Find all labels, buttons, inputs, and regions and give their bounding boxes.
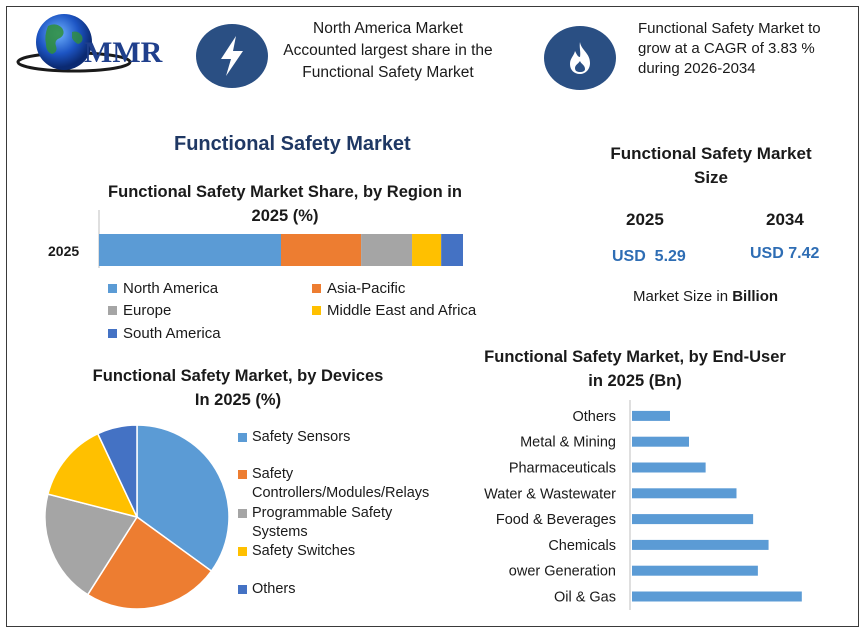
devices-legend: Safety Sensors Safety Controllers/Module…: [238, 428, 458, 608]
pie-slice-safety-switches: [46, 432, 139, 519]
pie-legend-safety-switches-line-1: Safety Switches: [252, 543, 356, 559]
end-user-chart-title-line-2: in 2025 (Bn): [588, 372, 682, 390]
legend-middle-east-africa: Middle East and Africa: [312, 302, 476, 319]
pie-legend-safety-sensors-line-1: Safety Sensors: [252, 429, 351, 445]
globe-icon: [16, 14, 132, 73]
pie-slice-safety-controllers-modules-relays: [86, 515, 213, 610]
year-2025-label: 2025: [626, 210, 664, 229]
end-user-label-others: Others: [572, 409, 616, 425]
unit-bold: Billion: [732, 288, 779, 305]
pie-legend-programmable-safety-line-2: Systems: [252, 524, 308, 540]
pie-legend-others: Others: [238, 580, 296, 599]
end-user-label-food-beverages: Food & Beverages: [496, 512, 616, 528]
callout-left-line-3: Functional Safety Market: [302, 64, 474, 81]
legend-swatch-north-america: [108, 284, 117, 293]
legend-swatch-south-america: [108, 329, 117, 338]
region-bar-asia-pacific: [281, 234, 362, 266]
region-bar-europe: [361, 234, 413, 266]
market-size-title: Functional Safety Market Size: [580, 142, 842, 190]
mmr-logo: MMR: [16, 12, 186, 80]
pie-swatch-safety-switches: [238, 547, 247, 556]
market-size-2034-value: USD 7.42: [750, 245, 820, 262]
end-user-bar-ower-generation: [632, 565, 758, 576]
callout-cagr: Functional Safety Market to grow at a CA…: [638, 19, 848, 79]
page-title: Functional Safety Market: [174, 133, 411, 155]
region-bar-chart: 2025: [48, 210, 463, 268]
market-size-title-line-2: Size: [693, 168, 729, 187]
pie-swatch-safety-controllers: [238, 470, 247, 479]
pie-swatch-safety-sensors: [238, 433, 247, 442]
devices-chart-title-line-1: Functional Safety Market, by Devices: [92, 367, 384, 385]
end-user-bar-metal-mining: [632, 436, 689, 447]
devices-pie-chart: [44, 424, 230, 610]
callout-right-line-3: during 2026-2034: [638, 60, 756, 77]
pie-legend-programmable-safety-line-1: Programmable Safety: [252, 505, 393, 521]
pie-legend-safety-controllers: Safety Controllers/Modules/Relays: [238, 465, 429, 503]
pie-legend-safety-sensors: Safety Sensors: [238, 428, 350, 447]
market-size-title-line-1: Functional Safety Market: [610, 144, 812, 163]
devices-chart-title-line-2: In 2025 (%): [194, 391, 282, 409]
pie-legend-programmable-safety: Programmable Safety Systems: [238, 504, 392, 542]
legend-swatch-asia-pacific: [312, 284, 321, 293]
callout-left-line-1: North America Market: [313, 20, 463, 37]
devices-chart-title: Functional Safety Market, by Devices In …: [60, 364, 416, 412]
legend-swatch-europe: [108, 306, 117, 315]
pie-legend-safety-controllers-line-2: Controllers/Modules/Relays: [252, 485, 430, 501]
callout-north-america: North America Market Accounted largest s…: [268, 18, 508, 84]
end-user-chart-title: Functional Safety Market, by End-User in…: [460, 345, 810, 393]
end-user-bar-pharmaceuticals: [632, 462, 706, 473]
legend-swatch-middle-east-africa: [312, 306, 321, 315]
end-user-label-water-wastewater: Water & Wastewater: [484, 486, 616, 502]
legend-label-south-america: South America: [123, 325, 221, 342]
legend-asia-pacific: Asia-Pacific: [312, 280, 405, 297]
year-2034-label: 2034: [766, 210, 804, 229]
lightning-bolt-icon: [196, 24, 268, 88]
end-user-bar-food-beverages: [632, 514, 754, 525]
end-user-bar-chart: Others Metal & Mining Pharmaceuticals Water…: [484, 400, 802, 610]
logo-text: MMR: [84, 36, 163, 69]
end-user-label-oil-gas: Oil & Gas: [554, 590, 616, 606]
end-user-label-pharmaceuticals: Pharmaceuticals: [509, 461, 616, 477]
region-bar-south-america: [441, 234, 463, 266]
pie-swatch-others: [238, 585, 247, 594]
end-user-label-ower-generation: ower Generation: [509, 564, 616, 580]
pie-legend-others-line-1: Others: [252, 581, 296, 597]
callout-right-line-1: Functional Safety Market to: [638, 20, 821, 37]
market-size-2025-value: USD 5.29: [612, 248, 686, 265]
legend-europe: Europe: [108, 302, 171, 319]
pie-slice-programmable-safety-systems: [44, 493, 139, 596]
page-frame: [6, 6, 859, 627]
legend-label-europe: Europe: [123, 302, 172, 319]
end-user-bar-chemicals: [632, 539, 769, 550]
end-user-label-chemicals: Chemicals: [548, 538, 616, 554]
legend-north-america: North America: [108, 280, 218, 297]
callout-left-line-2: Accounted largest share in the: [283, 42, 493, 59]
flame-icon: [544, 26, 616, 90]
legend-label-asia-pacific: Asia-Pacific: [327, 280, 406, 297]
region-bar-middle-east-and-africa: [412, 234, 442, 266]
region-chart-title-line-1: Functional Safety Market Share, by Regio…: [108, 183, 462, 201]
pie-legend-safety-controllers-line-1: Safety: [252, 466, 294, 482]
end-user-bar-water-wastewater: [632, 488, 737, 499]
callout-right-line-2: grow at a CAGR of 3.83 %: [638, 40, 815, 57]
region-category-label: 2025: [48, 243, 79, 259]
pie-swatch-programmable-safety: [238, 509, 247, 518]
region-chart-title: Functional Safety Market Share, by Regio…: [80, 180, 490, 228]
pie-legend-safety-switches: Safety Switches: [238, 542, 355, 561]
region-chart-title-line-2: 2025 (%): [251, 207, 319, 225]
legend-south-america: South America: [108, 325, 221, 342]
pie-slice-safety-sensors: [136, 424, 230, 573]
market-size-unit-note: Market Size in Billion: [633, 288, 778, 305]
end-user-bar-oil-gas: [632, 591, 802, 602]
unit-prefix: Market Size in: [633, 288, 733, 305]
region-bar-north-america: [99, 234, 281, 266]
legend-label-north-america: North America: [123, 280, 219, 297]
end-user-bar-others: [632, 410, 670, 421]
pie-slice-others: [96, 424, 138, 518]
region-legend: North America Asia-Pacific Europe Middle…: [108, 280, 508, 346]
end-user-chart-title-line-1: Functional Safety Market, by End-User: [484, 348, 786, 366]
end-user-label-metal-mining: Metal & Mining: [520, 435, 616, 451]
legend-label-middle-east-africa: Middle East and Africa: [327, 302, 477, 319]
